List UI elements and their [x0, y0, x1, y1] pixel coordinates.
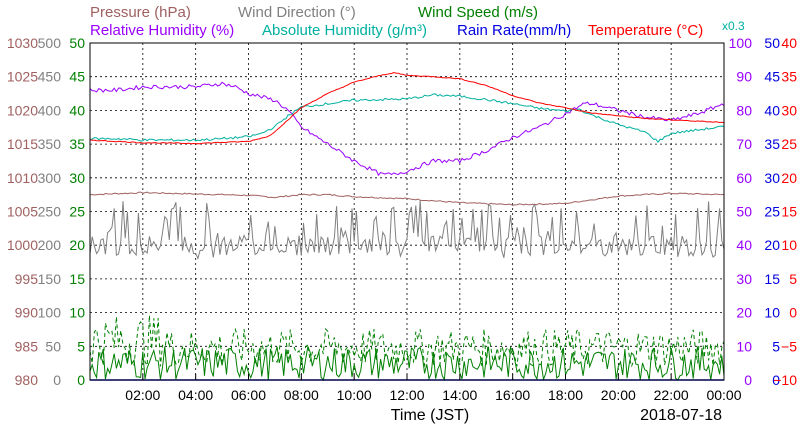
y-tick-label-rel-hum: 90 [736, 69, 752, 85]
x-tick-label: 16:00 [495, 387, 530, 403]
x-tick-label: 20:00 [601, 387, 636, 403]
y-tick-label-wind-speed: 10 [69, 305, 85, 321]
x-tick-label: 04:00 [178, 387, 213, 403]
x-tick-label: 08:00 [284, 387, 319, 403]
y-tick-label-rel-hum: 30 [736, 271, 752, 287]
legend-relative-humidity: Relative Humidity (%) [90, 22, 234, 39]
y-tick-label-rain: 0 [772, 372, 780, 388]
x-tick-label: 14:00 [442, 387, 477, 403]
y-tick-label-temp: 10 [781, 237, 797, 253]
x-tick-label: 02:00 [125, 387, 160, 403]
y-tick-label-wind-speed: 20 [69, 237, 85, 253]
y-tick-label-temp: 20 [781, 170, 797, 186]
date-label: 2018-07-18 [640, 407, 722, 424]
y-tick-label-temp: −5 [781, 338, 797, 354]
y-tick-label-pressure: 1025 [7, 69, 38, 85]
x-tick-label: 10:00 [337, 387, 372, 403]
y-tick-label-rain: 35 [764, 136, 780, 152]
series-line-temp [89, 71, 725, 145]
y-tick-label-pressure: 980 [15, 372, 39, 388]
y-tick-label-temp: 40 [781, 35, 797, 51]
grid [90, 43, 724, 380]
legend-wind-speed: Wind Speed (m/s) [418, 4, 538, 21]
y-tick-label-rel-hum: 0 [744, 372, 752, 388]
series-line-wind-speed-max [89, 315, 725, 369]
y-tick-label-pressure: 1030 [7, 35, 38, 51]
y-tick-label-pressure: 1005 [7, 204, 38, 220]
y-tick-label-wind-dir: 0 [53, 372, 61, 388]
y-tick-label-wind-speed: 15 [69, 271, 85, 287]
y-tick-label-temp: 15 [781, 204, 797, 220]
series-line-rel-hum [89, 81, 725, 177]
y-tick-label-rel-hum: 80 [736, 102, 752, 118]
y-tick-label-rain: 15 [764, 271, 780, 287]
y-tick-label-pressure: 1015 [7, 136, 38, 152]
legend-absolute-humidity: Absolute Humidity (g/m³) [262, 22, 427, 39]
x-tick-label: 18:00 [548, 387, 583, 403]
y-tick-label-wind-dir: 200 [38, 237, 62, 253]
x-tick-label: 06:00 [231, 387, 266, 403]
x-axis-label: Time (JST) [391, 407, 470, 424]
axes-layer: 1030102510201015101010051000995990985980… [7, 35, 797, 403]
y-tick-label-pressure: 1010 [7, 170, 38, 186]
y-tick-label-rel-hum: 100 [729, 35, 753, 51]
y-tick-label-temp: 25 [781, 136, 797, 152]
y-tick-label-rain: 10 [764, 305, 780, 321]
x-tick-label: 00:00 [706, 387, 741, 403]
series-line-abs-hum [89, 93, 725, 144]
y-tick-label-wind-speed: 5 [77, 338, 85, 354]
y-tick-label-wind-dir: 350 [38, 136, 62, 152]
y-tick-label-rel-hum: 20 [736, 305, 752, 321]
y-tick-label-temp: 5 [789, 271, 797, 287]
y-tick-label-temp: 30 [781, 102, 797, 118]
y-tick-label-rel-hum: 40 [736, 237, 752, 253]
legend-temperature: Temperature (°C) [588, 22, 703, 39]
series-line-pressure [89, 191, 725, 206]
x-tick-label: 22:00 [654, 387, 689, 403]
y-tick-label-rain: 50 [764, 35, 780, 51]
series-line-wind-speed [89, 344, 725, 382]
y-tick-label-wind-speed: 35 [69, 136, 85, 152]
y-tick-label-rel-hum: 10 [736, 338, 752, 354]
legend-wind-direction: Wind Direction (°) [238, 4, 356, 21]
y-tick-label-wind-dir: 450 [38, 69, 62, 85]
y-tick-label-temp: −10 [773, 372, 797, 388]
y-tick-label-rain: 30 [764, 170, 780, 186]
legend-rain-rate: Rain Rate(mm/h) [457, 22, 571, 39]
y-tick-label-wind-dir: 150 [38, 271, 62, 287]
y-tick-label-wind-speed: 0 [77, 372, 85, 388]
y-tick-label-wind-dir: 400 [38, 102, 62, 118]
y-tick-label-rain: 5 [772, 338, 780, 354]
y-tick-label-pressure: 995 [15, 271, 39, 287]
y-tick-label-wind-dir: 300 [38, 170, 62, 186]
series-line-wind-direction [89, 200, 725, 261]
y-tick-label-rel-hum: 60 [736, 170, 752, 186]
y-tick-label-pressure: 1020 [7, 102, 38, 118]
y-tick-label-pressure: 990 [15, 305, 39, 321]
y-tick-label-temp: 35 [781, 69, 797, 85]
abs-humidity-scale-note: x0.3 [722, 19, 745, 33]
y-tick-label-wind-speed: 45 [69, 69, 85, 85]
y-tick-label-rain: 45 [764, 69, 780, 85]
x-tick-label: 12:00 [389, 387, 424, 403]
y-tick-label-wind-dir: 250 [38, 204, 62, 220]
y-tick-label-rel-hum: 50 [736, 204, 752, 220]
y-tick-label-rain: 40 [764, 102, 780, 118]
legend-pressure: Pressure (hPa) [90, 4, 191, 21]
y-tick-label-rain: 20 [764, 237, 780, 253]
y-tick-label-rain: 25 [764, 204, 780, 220]
y-tick-label-temp: 0 [789, 305, 797, 321]
y-tick-label-wind-speed: 40 [69, 102, 85, 118]
y-tick-label-wind-speed: 30 [69, 170, 85, 186]
y-tick-label-wind-dir: 500 [38, 35, 62, 51]
y-tick-label-pressure: 1000 [7, 237, 38, 253]
y-tick-label-pressure: 985 [15, 338, 39, 354]
y-tick-label-wind-dir: 100 [38, 305, 62, 321]
y-tick-label-rel-hum: 70 [736, 136, 752, 152]
y-tick-label-wind-speed: 50 [69, 35, 85, 51]
y-tick-label-wind-dir: 50 [45, 338, 61, 354]
y-tick-label-wind-speed: 25 [69, 204, 85, 220]
